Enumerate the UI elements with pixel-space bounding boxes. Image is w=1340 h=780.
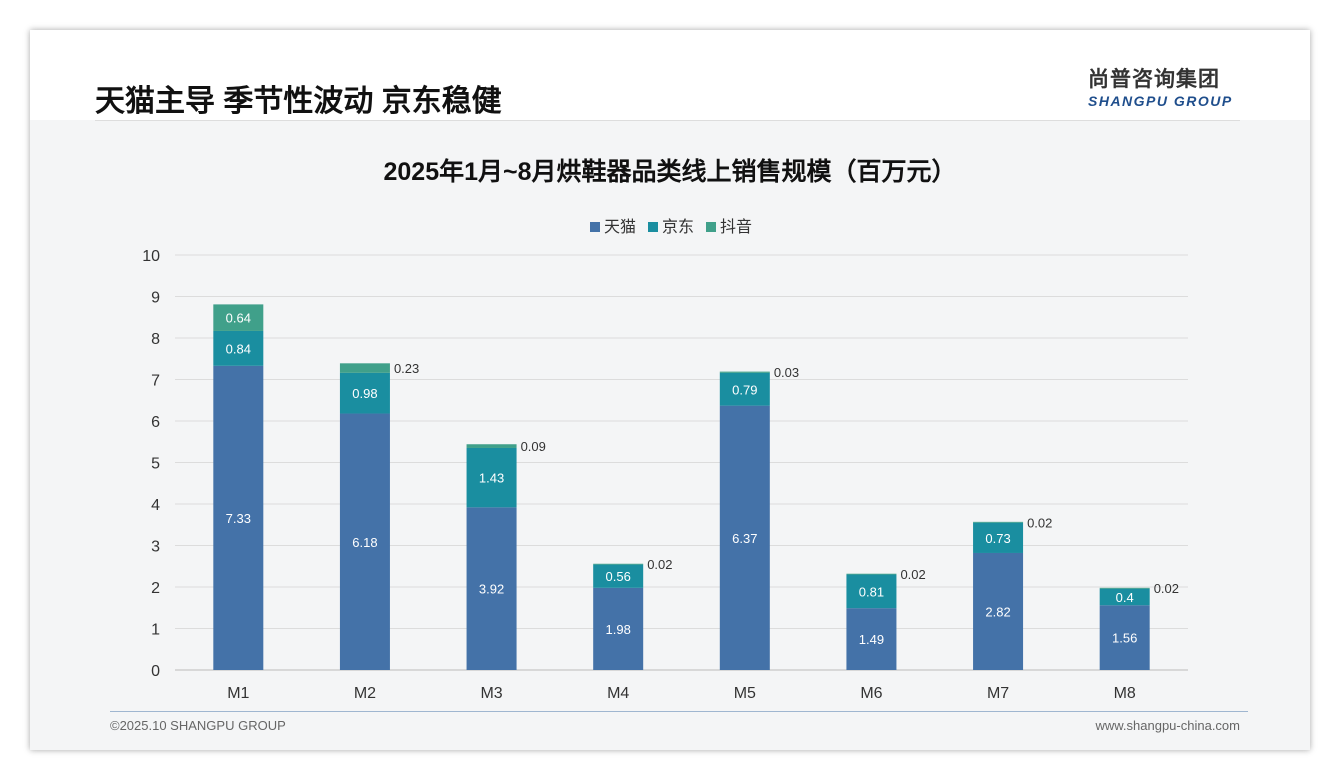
data-label: 0.09 — [521, 439, 546, 454]
slide: 天猫主导 季节性波动 京东稳健 尚普咨询集团 SHANGPU GROUP 202… — [30, 30, 1310, 750]
data-label: 0.64 — [226, 311, 251, 326]
legend-swatch — [648, 222, 659, 232]
y-tick-label: 7 — [151, 373, 160, 390]
y-tick-label: 9 — [151, 290, 160, 307]
legend-label: 抖音 — [720, 219, 753, 236]
logo: 尚普咨询集团 SHANGPU GROUP — [1088, 63, 1233, 109]
bar-京东 — [339, 372, 390, 414]
x-tick-label: M6 — [860, 685, 882, 702]
data-label: 1.49 — [859, 632, 884, 647]
x-tick-label: M4 — [607, 685, 629, 702]
data-label: 0.98 — [352, 386, 377, 401]
y-tick-label: 10 — [142, 248, 160, 265]
legend-swatch — [706, 222, 717, 232]
bar-京东 — [1099, 588, 1150, 606]
y-tick-label: 6 — [151, 414, 160, 431]
data-label: 3.92 — [479, 582, 504, 597]
bar-抖音 — [213, 304, 264, 331]
bar-抖音 — [1099, 587, 1150, 589]
divider — [95, 120, 1240, 121]
website: www.shangpu-china.com — [1095, 718, 1240, 733]
x-tick-label: M7 — [987, 685, 1009, 702]
chart-title: 2025年1月~8月烘鞋器品类线上销售规模（百万元） — [383, 158, 957, 186]
copyright: ©2025.10 SHANGPU GROUP — [110, 718, 286, 733]
data-label: 0.23 — [394, 361, 419, 376]
data-label: 0.73 — [985, 531, 1010, 546]
bar-天猫 — [719, 405, 770, 670]
bar-抖音 — [719, 371, 770, 373]
x-tick-label: M2 — [354, 685, 376, 702]
bar-天猫 — [213, 365, 264, 670]
data-label: 7.33 — [226, 511, 251, 526]
legend-item: 京东 — [648, 213, 694, 237]
bar-天猫 — [973, 552, 1024, 670]
bar-京东 — [846, 574, 897, 609]
data-label: 0.02 — [1154, 581, 1179, 596]
data-label: 6.18 — [352, 535, 377, 550]
x-tick-label: M8 — [1114, 685, 1136, 702]
logo-en: SHANGPU GROUP — [1088, 93, 1233, 109]
bar-天猫 — [339, 413, 390, 670]
legend-label: 天猫 — [604, 219, 637, 236]
data-label: 0.84 — [226, 341, 251, 356]
bar-抖音 — [973, 521, 1024, 523]
data-label: 1.98 — [606, 622, 631, 637]
x-tick-label: M3 — [480, 685, 502, 702]
bar-抖音 — [846, 573, 897, 575]
y-tick-label: 2 — [151, 580, 160, 597]
y-tick-label: 4 — [151, 497, 160, 514]
header — [30, 30, 1310, 120]
data-label: 0.4 — [1116, 590, 1134, 605]
y-tick-label: 0 — [151, 663, 160, 680]
page-title: 天猫主导 季节性波动 京东稳健 — [95, 85, 502, 118]
data-label: 0.02 — [647, 557, 672, 572]
bar-抖音 — [339, 363, 390, 373]
data-label: 2.82 — [985, 604, 1010, 619]
data-label: 0.56 — [606, 569, 631, 584]
logo-cn: 尚普咨询集团 — [1088, 68, 1220, 91]
bar-京东 — [466, 447, 517, 508]
data-label: 0.03 — [774, 365, 799, 380]
bar-京东 — [719, 372, 770, 406]
bar-京东 — [973, 522, 1024, 553]
legend-item: 天猫 — [590, 213, 636, 237]
bar-天猫 — [466, 507, 517, 670]
bar-天猫 — [846, 608, 897, 670]
data-label: 0.02 — [1027, 515, 1052, 530]
bar-京东 — [593, 564, 644, 588]
data-label: 0.81 — [859, 584, 884, 599]
x-tick-label: M1 — [227, 685, 249, 702]
y-tick-label: 5 — [151, 456, 160, 473]
chart: 0 1 2 3 4 5 6 7 8 9 10 M1 7.33 0.84 0.64 M2 6.18 0.98 0.23… — [142, 248, 1188, 702]
bar-天猫 — [1099, 605, 1150, 670]
legend-label: 京东 — [662, 219, 695, 236]
y-tick-label: 3 — [151, 539, 160, 556]
legend-item: 抖音 — [706, 213, 752, 237]
footer-divider — [110, 711, 1248, 712]
data-label: 1.43 — [479, 471, 504, 486]
bar-京东 — [213, 330, 264, 366]
data-label: 0.02 — [900, 567, 925, 582]
data-label: 1.56 — [1112, 631, 1137, 646]
legend: 天猫 京东 抖音 — [590, 213, 752, 237]
bar-抖音 — [593, 563, 644, 565]
data-label: 6.37 — [732, 531, 757, 546]
legend-swatch — [590, 222, 600, 232]
x-tick-label: M5 — [734, 685, 756, 702]
y-tick-label: 1 — [151, 622, 160, 639]
bar-天猫 — [593, 587, 644, 670]
data-label: 0.79 — [732, 382, 757, 397]
y-tick-label: 8 — [151, 331, 160, 348]
bar-抖音 — [466, 444, 517, 448]
